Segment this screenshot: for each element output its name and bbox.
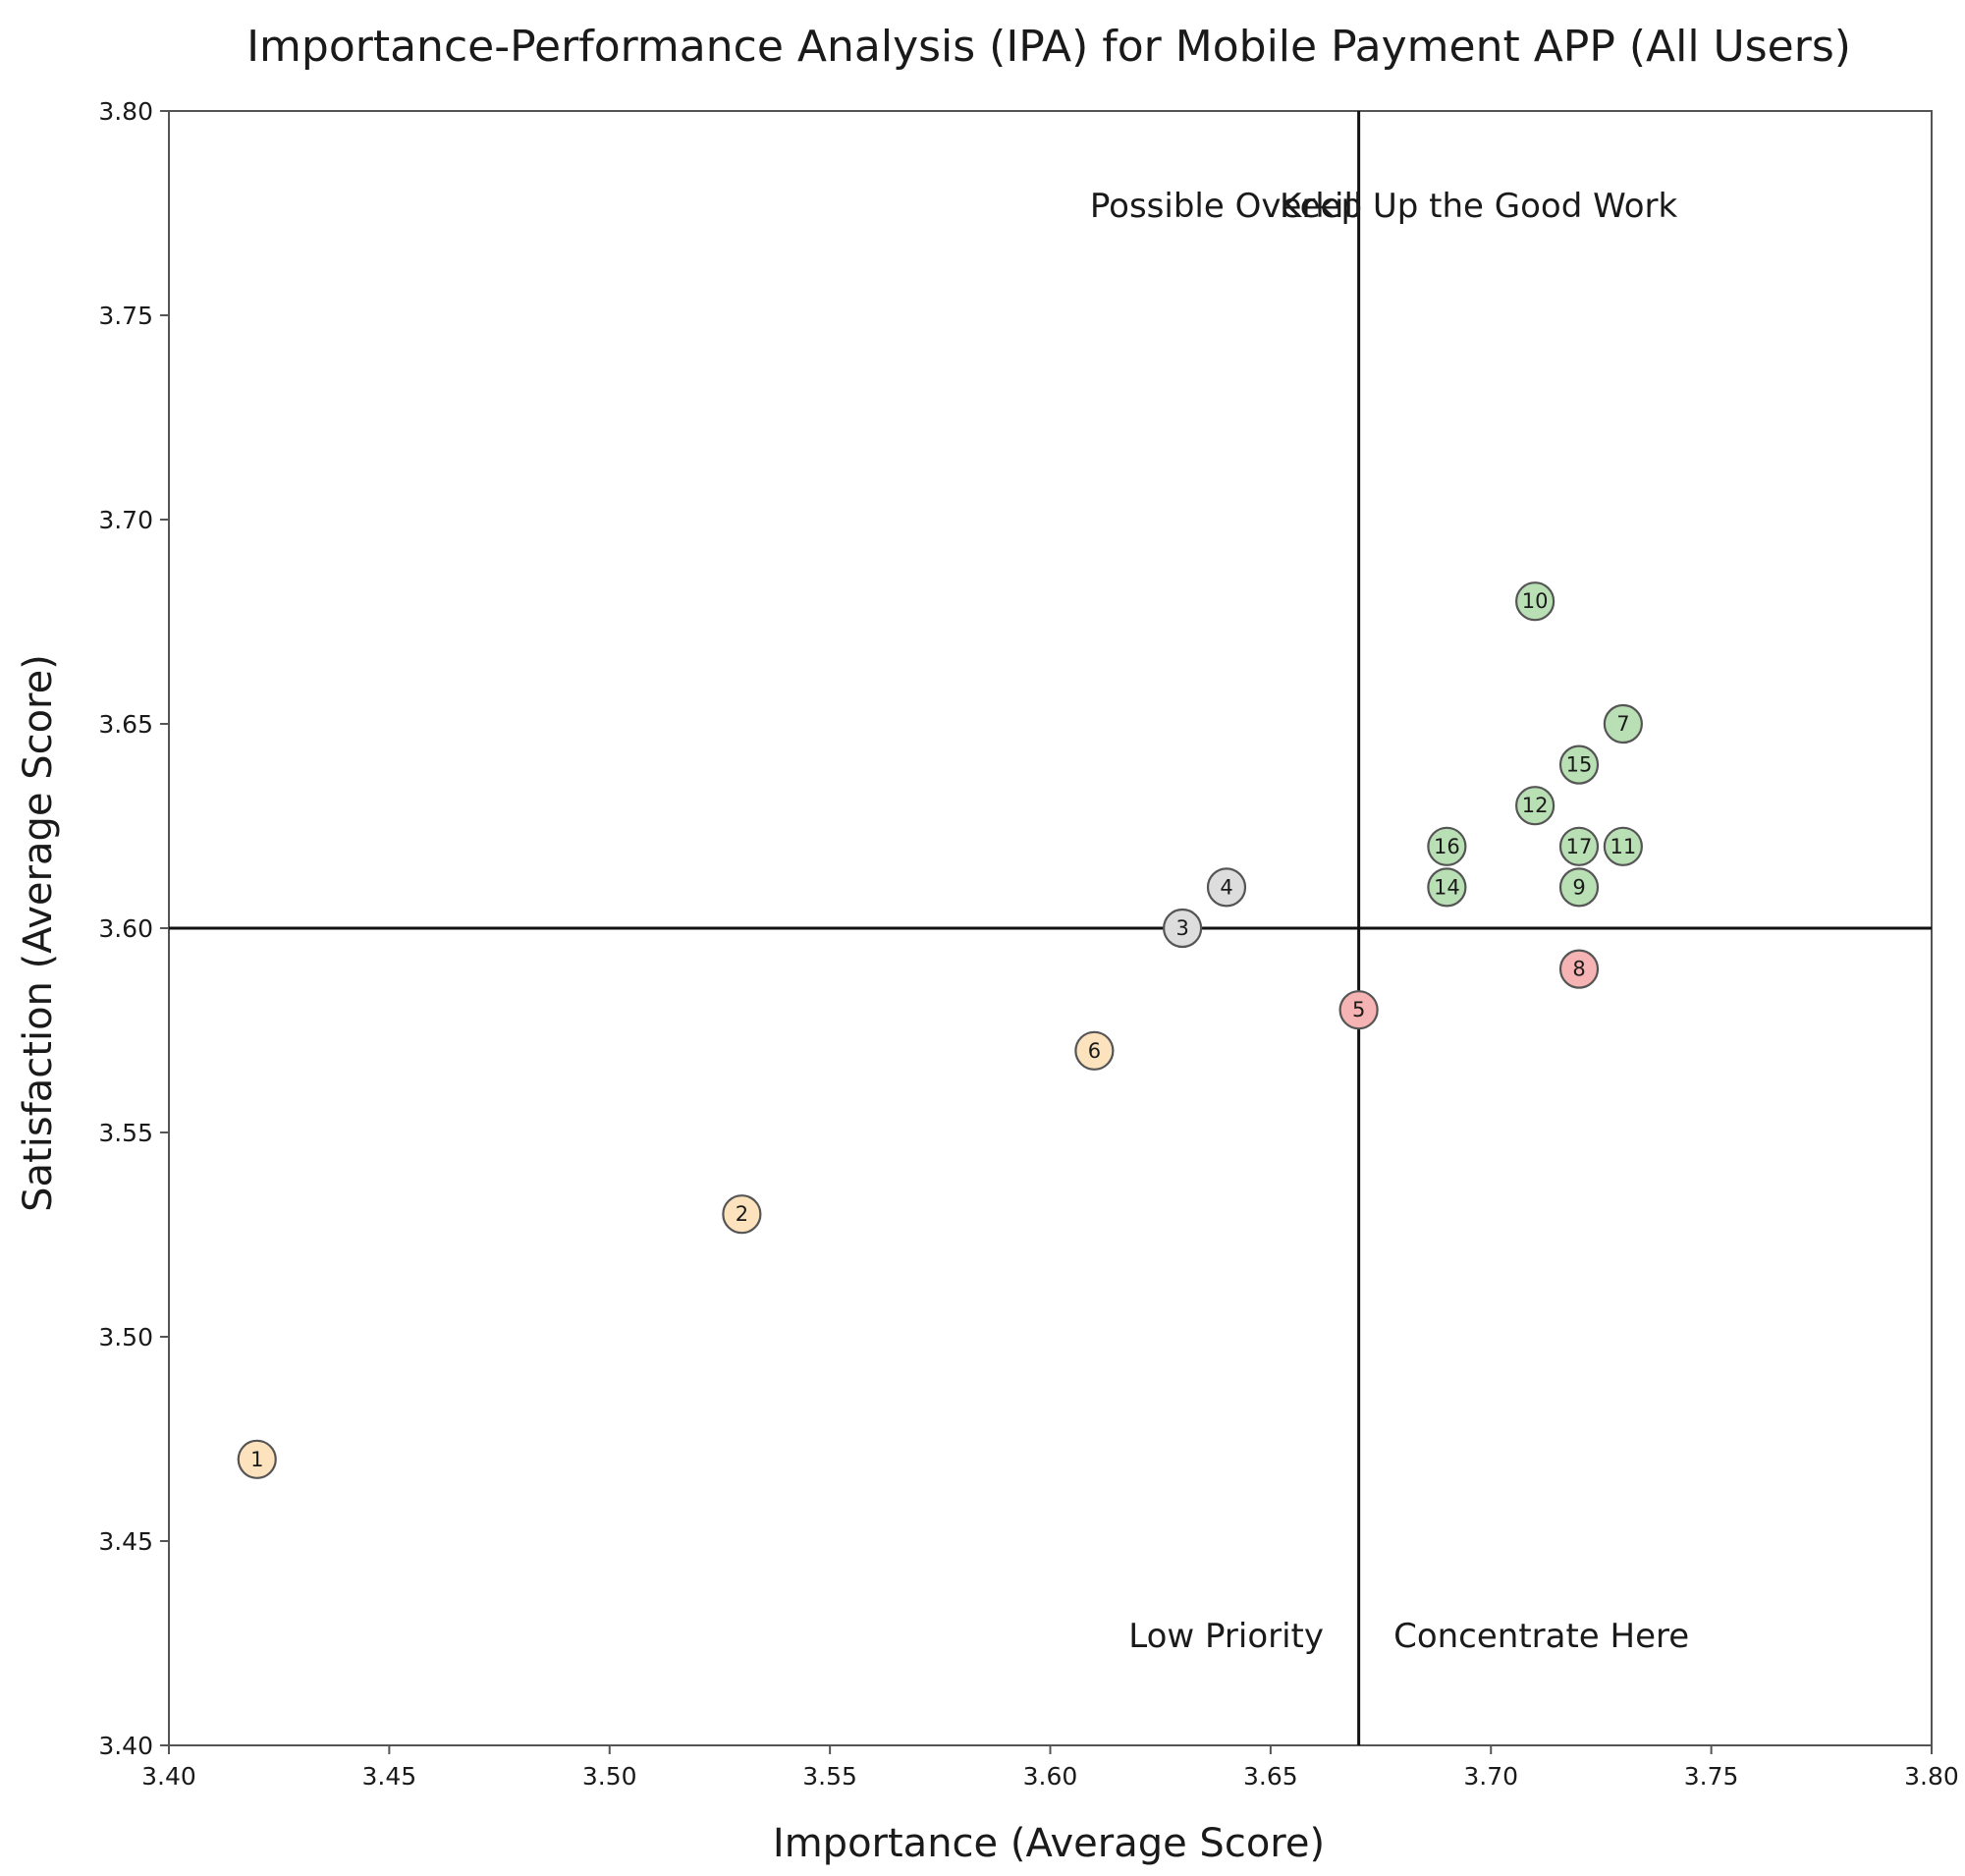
data-point-label-14: 14: [1434, 875, 1460, 899]
quadrant-label-possible-overkill: Possible Overkill: [1090, 187, 1363, 226]
quadrant-label-low-priority: Low Priority: [1128, 1617, 1324, 1656]
data-point-7: [1603, 703, 1643, 745]
x-axis-label: Importance (Average Score): [773, 1821, 1325, 1866]
data-point-label-8: 8: [1572, 958, 1585, 981]
data-point-11: [1603, 826, 1643, 866]
data-point-5: [1338, 990, 1379, 1030]
data-point-label-6: 6: [1088, 1039, 1101, 1063]
y-tick-label: 3.40: [98, 1732, 153, 1760]
quadrant-label-keep-up: Keep Up the Good Work: [1280, 187, 1677, 226]
quadrant-label-concentrate-here: Concentrate Here: [1393, 1617, 1689, 1656]
data-point-label-10: 10: [1522, 589, 1549, 613]
y-tick-label: 3.75: [98, 302, 153, 330]
x-tick-label: 3.60: [1023, 1762, 1078, 1791]
data-point-1: [237, 1439, 277, 1479]
x-tick-label: 3.40: [141, 1762, 196, 1791]
y-tick-label: 3.65: [98, 710, 153, 739]
y-tick-label: 3.50: [98, 1323, 153, 1352]
data-point-label-3: 3: [1175, 916, 1188, 940]
plot-area: 3.40 3.45 3.50 3.55 3.60 3.65 3.70 3.75 3.80 3.40…: [98, 97, 1959, 1791]
data-point-9: [1558, 867, 1600, 908]
data-point-15: [1558, 745, 1600, 785]
y-axis-label: Satisfaction (Average Score): [16, 654, 61, 1212]
data-point-label-9: 9: [1572, 875, 1585, 899]
data-point-10: [1515, 581, 1556, 622]
data-point-4: [1206, 867, 1247, 908]
x-tick-label: 3.75: [1684, 1762, 1739, 1791]
x-tick-label: 3.65: [1243, 1762, 1298, 1791]
y-tick-label: 3.45: [98, 1527, 153, 1556]
x-tick-label: 3.50: [582, 1762, 637, 1791]
x-tick-label: 3.45: [362, 1762, 417, 1791]
data-point-label-12: 12: [1522, 794, 1549, 817]
data-point-label-4: 4: [1220, 875, 1232, 899]
data-point-8: [1558, 949, 1600, 989]
x-tick-label: 3.80: [1904, 1762, 1959, 1791]
data-point-label-2: 2: [736, 1202, 748, 1226]
data-point-label-7: 7: [1616, 712, 1629, 736]
y-tick-label: 3.60: [98, 914, 153, 943]
y-tick-label: 3.70: [98, 506, 153, 534]
data-point-17: [1558, 826, 1600, 866]
data-point-label-16: 16: [1434, 835, 1460, 858]
x-tick-label: 3.70: [1463, 1762, 1518, 1791]
data-point-2: [722, 1194, 762, 1235]
y-tick-label: 3.55: [98, 1119, 153, 1147]
data-point-label-15: 15: [1566, 753, 1593, 777]
data-point-label-11: 11: [1610, 835, 1637, 858]
chart-title: Importance-Performance Analysis (IPA) fo…: [246, 22, 1851, 72]
data-point-3: [1163, 908, 1203, 949]
data-point-label-1: 1: [250, 1448, 263, 1471]
data-point-label-5: 5: [1352, 998, 1365, 1021]
data-point-12: [1515, 786, 1556, 826]
data-point-16: [1427, 826, 1467, 866]
x-tick-label: 3.55: [802, 1762, 857, 1791]
data-point-6: [1074, 1030, 1115, 1071]
data-point-14: [1427, 867, 1467, 908]
y-tick-label: 3.80: [98, 97, 153, 126]
data-point-label-17: 17: [1566, 835, 1593, 858]
